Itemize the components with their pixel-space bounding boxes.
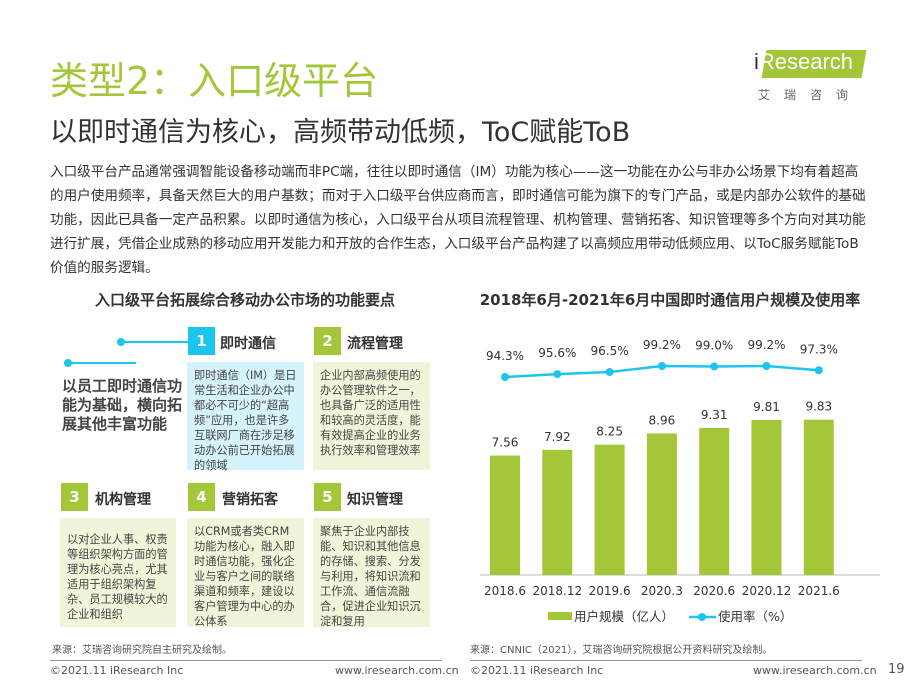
rate-value-label: 94.3% xyxy=(486,349,524,363)
page-title: 类型2：入口级平台 xyxy=(50,59,379,103)
item-heading: 流程管理 xyxy=(347,336,403,352)
rate-point xyxy=(710,362,719,371)
item-body: 即时通信（IM）是日常生活和企业办公中都必不可少的“超高频”应用，也是许多互联网… xyxy=(187,362,304,472)
rate-value-label: 99.2% xyxy=(643,338,681,352)
item-body: 以对企业人事、权责等组织架构方面的管理为核心亮点，尤其适用于组织架构复杂、员工规… xyxy=(60,518,176,627)
item-body: 以CRM或者类CRM功能为核心，融入即时通信功能，强化企业与客户之间的联络渠道和… xyxy=(187,518,304,628)
rate-value-label: 96.5% xyxy=(591,344,629,358)
bar-value-label: 7.56 xyxy=(492,436,519,450)
rate-point xyxy=(501,373,509,381)
rate-value-label: 99.2% xyxy=(747,338,785,352)
item-number: 5 xyxy=(314,483,341,511)
rate-value-label: 95.6% xyxy=(538,346,576,360)
bar-value-label: 9.31 xyxy=(701,408,728,422)
rate-point xyxy=(657,362,666,370)
legend-bar-label: 用户规模（亿人） xyxy=(574,609,674,624)
rate-point xyxy=(605,368,614,377)
item-heading: 营销拓客 xyxy=(222,492,278,508)
bar xyxy=(803,419,834,575)
bar-value-label: 7.92 xyxy=(544,430,571,444)
rate-point xyxy=(553,370,562,379)
bar xyxy=(490,455,520,575)
legend-line-label: 使用率（%） xyxy=(718,609,792,624)
x-tick-label: 2020.3 xyxy=(641,584,683,598)
page-number: 19 xyxy=(888,662,905,677)
bar xyxy=(699,427,730,575)
x-tick-label: 2020.12 xyxy=(742,584,792,598)
bar xyxy=(646,433,677,575)
chart-title: 2018年6月-2021年6月中国即时通信用户规模及使用率 xyxy=(479,291,861,309)
footer-copyright: ©2021.11 iResearch Inc xyxy=(50,664,184,677)
rate-point xyxy=(814,366,823,375)
x-tick-label: 2020.6 xyxy=(693,584,735,598)
x-tick-label: 2019.6 xyxy=(589,584,631,598)
bar-value-label: 8.96 xyxy=(649,413,676,427)
item-heading: 知识管理 xyxy=(347,492,403,508)
connector-line xyxy=(68,362,136,364)
intro-paragraph: 入口级平台产品通常强调智能设备移动端而非PC端，往往以即时通信（IM）功能为核心… xyxy=(50,164,866,276)
bar-value-label: 8.25 xyxy=(596,425,623,439)
footer-url: www.iresearch.com.cn xyxy=(335,664,459,677)
bar-value-label: 9.81 xyxy=(753,400,780,414)
item-body: 聚焦于企业内部技能、知识和其他信息的存储、搜索、分发与利用，将知识流和工作流、通… xyxy=(313,518,430,628)
left-section-title: 入口级平台拓展综合移动办公市场的功能要点 xyxy=(94,291,395,309)
iresearch-logo: iResearch 艾瑞咨询 xyxy=(752,48,870,108)
left-source: 来源：艾瑞咨询研究院自主研究及绘制。 xyxy=(52,645,232,656)
item-heading: 即时通信 xyxy=(220,336,276,352)
x-tick-label: 2018.6 xyxy=(484,584,526,598)
footer-divider xyxy=(50,660,442,661)
chart: 7.56 2018.6 94.3% 7.92 2018.12 95.6% 8.25 2019.… xyxy=(480,338,880,624)
footer-copyright: ©2021.11 iResearch Inc xyxy=(470,664,604,677)
left-summary: 以员工即时通信功能为基础，横向拓展其他丰富功能 xyxy=(62,377,183,433)
page-subtitle: 以即时通信为核心，高频带动低频，ToC赋能ToB xyxy=(50,117,631,148)
x-tick-label: 2021.6 xyxy=(798,584,840,598)
footer-url: www.iresearch.com.cn xyxy=(753,664,877,677)
item-number: 2 xyxy=(314,327,341,355)
item-number: 3 xyxy=(61,483,88,511)
item-body: 企业内部高频使用的办公管理软件之一，也具备广泛的适用性和较高的灵活度，能有效提高… xyxy=(313,362,430,470)
bar xyxy=(594,444,625,575)
connector-line xyxy=(121,341,189,343)
rate-value-label: 99.0% xyxy=(695,338,733,352)
x-tick-label: 2018.12 xyxy=(532,584,582,598)
rate-point xyxy=(762,362,771,370)
legend-bar-swatch xyxy=(548,612,572,620)
item-number: 4 xyxy=(188,483,215,511)
item-number: 1 xyxy=(188,327,215,355)
rate-value-label: 97.3% xyxy=(800,342,838,356)
footer-divider xyxy=(470,660,862,661)
bar-value-label: 9.83 xyxy=(805,400,832,414)
chart-source: 来源：CNNIC（2021），艾瑞咨询研究院根据公开资料研究及绘制。 xyxy=(470,645,773,656)
bar xyxy=(751,420,782,575)
legend-line-marker xyxy=(698,613,706,621)
bar xyxy=(542,449,573,575)
item-heading: 机构管理 xyxy=(95,492,151,508)
